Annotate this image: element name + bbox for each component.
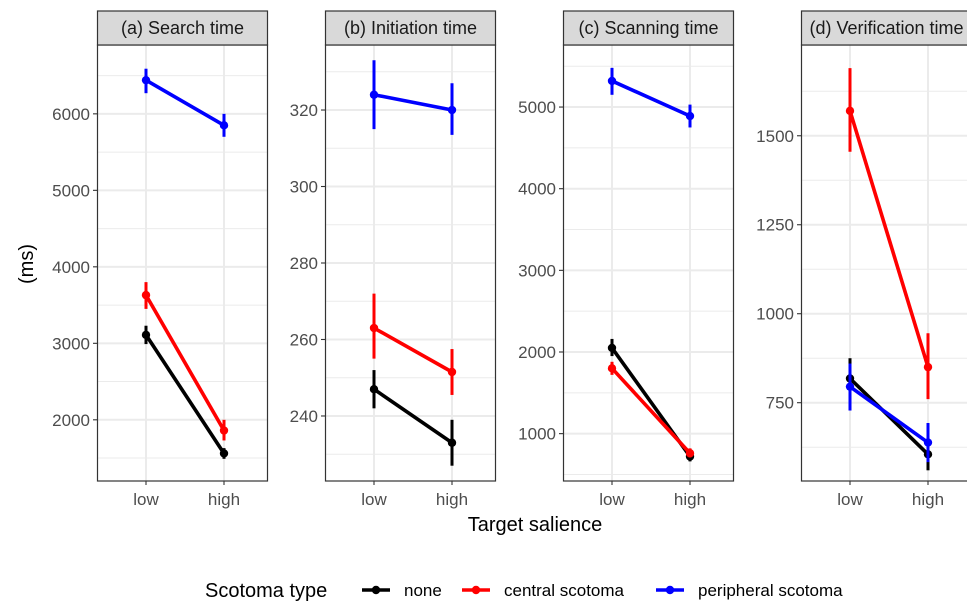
x-tick-label: high <box>912 490 944 509</box>
data-point <box>685 111 695 121</box>
y-tick-label: 1250 <box>756 216 794 235</box>
legend-title: Scotoma type <box>205 580 327 602</box>
y-tick-label: 1000 <box>518 425 556 444</box>
data-point <box>369 90 379 99</box>
y-tick-label: 260 <box>290 330 318 349</box>
facet-title: (b) Initiation time <box>344 18 477 38</box>
series-line <box>144 333 226 455</box>
y-tick-label: 240 <box>290 407 318 426</box>
series-peripheral-scotoma <box>369 60 457 135</box>
data-point <box>607 343 617 353</box>
legend-item-central-scotoma: central scotoma <box>462 581 625 600</box>
data-point <box>607 364 617 373</box>
y-tick-label: 4000 <box>52 258 90 277</box>
data-point <box>845 382 855 391</box>
plot-background <box>563 45 734 481</box>
x-tick-label: high <box>208 490 240 509</box>
y-tick-label: 320 <box>290 101 318 120</box>
legend: Scotoma type none central scotoma peripher… <box>205 580 843 602</box>
y-tick-label: 3000 <box>518 261 556 280</box>
x-tick-label: low <box>599 490 625 509</box>
data-point <box>845 106 855 116</box>
plot-background <box>97 45 268 481</box>
facet-title: (d) Verification time <box>809 18 963 38</box>
y-tick-label: 3000 <box>52 334 90 353</box>
facet-strip <box>800 10 967 46</box>
x-tick-label: low <box>837 490 863 509</box>
series-peripheral-scotoma <box>607 67 695 128</box>
data-point <box>685 449 695 458</box>
y-tick-label: 5000 <box>518 98 556 117</box>
series-line <box>144 294 226 432</box>
data-point <box>369 385 379 394</box>
y-tick-label: 1000 <box>756 305 794 324</box>
series-peripheral-scotoma <box>141 68 229 137</box>
legend-label: peripheral scotoma <box>698 581 843 600</box>
y-tick-label: 2000 <box>518 343 556 362</box>
series-central-scotoma <box>141 282 229 441</box>
data-point <box>219 426 229 435</box>
y-tick-label: 6000 <box>52 105 90 124</box>
y-axis-title: (ms) <box>16 244 38 284</box>
data-point <box>447 438 457 447</box>
series-central-scotoma <box>369 293 457 395</box>
data-point <box>923 362 933 372</box>
x-axis-title: Target salience <box>468 514 603 536</box>
facet-title: (c) Scanning time <box>578 18 718 38</box>
facet-strip <box>96 10 269 46</box>
legend-key-point <box>371 585 381 595</box>
data-point <box>219 121 229 130</box>
panel-3: (c) Scanning time 1000 2000 3000 4000 5000 low… <box>518 10 735 509</box>
series-none <box>141 325 229 459</box>
data-point <box>607 76 617 86</box>
legend-key-point <box>471 585 481 595</box>
data-point <box>141 75 151 85</box>
x-tick-label: high <box>436 490 468 509</box>
series-line <box>848 385 930 445</box>
x-tick-label: low <box>361 490 387 509</box>
series-none <box>369 370 457 466</box>
series-line <box>373 92 453 112</box>
panel-4: (d) Verification time 750 1000 1250 1500 low h… <box>756 10 967 509</box>
legend-label: central scotoma <box>504 581 625 600</box>
y-tick-label: 4000 <box>518 180 556 199</box>
data-point <box>141 330 151 340</box>
facet-title: (a) Search time <box>121 18 244 38</box>
data-point <box>447 105 457 115</box>
panel-2: (b) Initiation time 240 260 280 300 320 low hig… <box>290 10 497 509</box>
series-line <box>373 326 453 374</box>
data-point <box>923 438 933 447</box>
y-tick-label: 300 <box>290 178 318 197</box>
series-central-scotoma <box>607 361 695 458</box>
y-tick-label: 1500 <box>756 127 794 146</box>
panel-1: (a) Search time 2000 3000 4000 5000 6000 low hi… <box>52 10 269 509</box>
series-line <box>372 387 454 445</box>
series-line <box>611 79 691 118</box>
series-peripheral-scotoma <box>845 363 933 463</box>
legend-label: none <box>404 581 442 600</box>
y-tick-label: 2000 <box>52 411 90 430</box>
data-point <box>447 367 457 377</box>
data-point <box>369 323 379 333</box>
data-point <box>141 290 151 300</box>
y-tick-label: 750 <box>766 394 794 413</box>
legend-item-peripheral-scotoma: peripheral scotoma <box>656 581 843 600</box>
series-central-scotoma <box>845 68 933 400</box>
series-line <box>610 367 692 455</box>
legend-item-none: none <box>362 581 442 600</box>
y-tick-label: 5000 <box>52 181 90 200</box>
data-point <box>219 449 229 458</box>
legend-key-point <box>665 585 675 595</box>
facet-strip <box>562 10 735 46</box>
series-line <box>145 78 225 127</box>
series-line <box>848 110 930 368</box>
x-tick-label: high <box>674 490 706 509</box>
facet-strip <box>324 10 497 46</box>
y-tick-label: 280 <box>290 254 318 273</box>
plot-background <box>801 45 967 481</box>
x-tick-label: low <box>133 490 159 509</box>
